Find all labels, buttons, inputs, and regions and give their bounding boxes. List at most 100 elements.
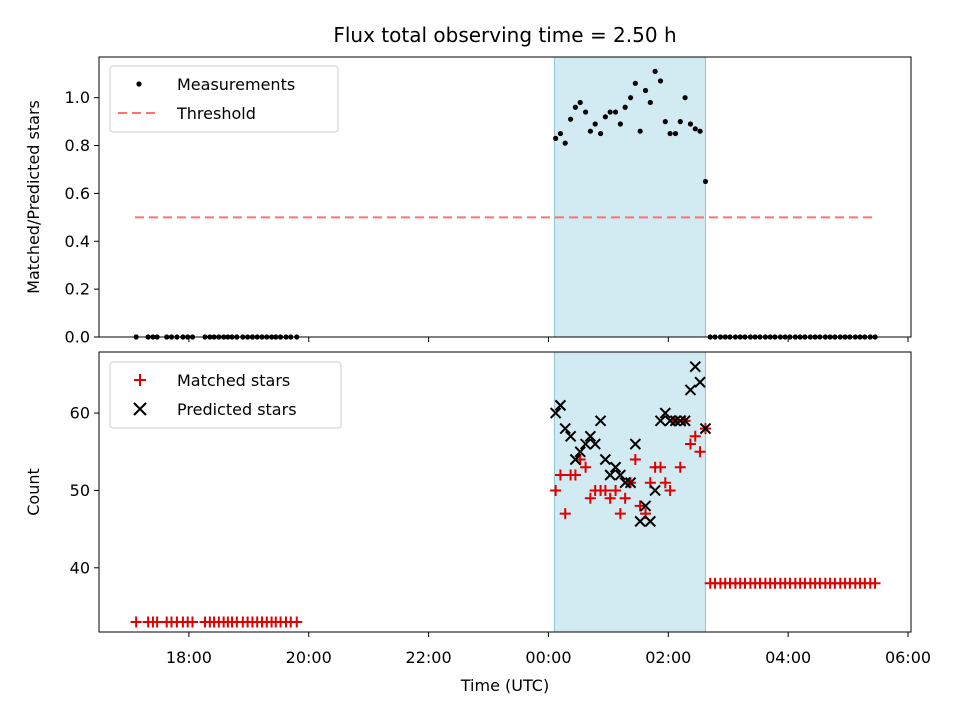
- matched-star-point: [614, 508, 626, 520]
- measurement-point: [577, 99, 583, 106]
- y-tick-label: 60: [70, 404, 90, 423]
- matched-star-point: [584, 492, 596, 504]
- measurement-point: [642, 87, 649, 94]
- matched-star-point: [580, 461, 592, 473]
- measurement-point: [687, 121, 694, 127]
- predicted-star-point: [569, 453, 582, 466]
- x-tick-label: 20:00: [286, 648, 332, 667]
- matched-star-point: [610, 484, 622, 496]
- x-tick-label: 22:00: [406, 648, 452, 667]
- predicted-star-point: [699, 422, 712, 435]
- predicted-star-point: [639, 500, 652, 512]
- bottom-plot-frame: [98, 351, 912, 633]
- matched-star-point: [694, 446, 706, 458]
- predicted-star-point: [559, 422, 571, 435]
- y-tick-label: 50: [70, 481, 90, 500]
- top-legend-frame: [109, 65, 339, 133]
- matched-star-point: [559, 508, 571, 520]
- measurement-point: [622, 104, 628, 110]
- top-y-ticks: 0.0 0.2 0.4 0.6 0.8 1.0: [65, 88, 99, 347]
- measurement-point: [702, 178, 709, 185]
- predicted-star-point: [624, 477, 637, 489]
- predicted-star-point: [629, 438, 642, 450]
- matched-star-point: [554, 469, 566, 481]
- predicted-star-point: [679, 415, 691, 427]
- predicted-star-point: [634, 515, 646, 528]
- matched-star-point: [599, 484, 611, 496]
- measurement-point: [553, 135, 559, 141]
- y-tick-label: 1.0: [65, 88, 90, 107]
- x-axis-label: Time (UTC): [460, 676, 549, 695]
- matched-star-point: [684, 438, 696, 450]
- measurement-point: [647, 99, 653, 106]
- observing-window-shade: [553, 351, 706, 633]
- matched-star-point: [550, 484, 562, 496]
- chart-title: Flux total observing time = 2.50 h: [333, 23, 676, 47]
- predicted-star-point: [689, 360, 701, 373]
- legend-matched-label: Matched stars: [177, 371, 290, 390]
- matched-star-point: [634, 500, 646, 512]
- x-tick-label: 18:00: [166, 648, 212, 667]
- predicted-star-point: [694, 376, 706, 388]
- x-tick-label: 02:00: [645, 648, 691, 667]
- legend-predicted-marker: [133, 402, 147, 416]
- predicted-star-point: [614, 469, 627, 481]
- x-tick-label: 06:00: [885, 648, 931, 667]
- measurement-point: [677, 119, 683, 125]
- measurement-point: [557, 130, 564, 137]
- predicted-star-point: [644, 515, 657, 528]
- predicted-star-point: [669, 415, 682, 427]
- x-tick-label: 04:00: [765, 648, 811, 667]
- predicted-star-point: [609, 461, 622, 473]
- top-x-ticks: [188, 337, 909, 342]
- matched-star-point: [569, 469, 581, 481]
- bottom-x-ticks: 18:00 20:00 22:00 00:00 02:00 04:00 06:00: [166, 632, 931, 667]
- legend-predicted-label: Predicted stars: [177, 400, 297, 419]
- measurement-point: [672, 130, 679, 137]
- predicted-star-point: [599, 453, 612, 466]
- matched-star-point: [604, 492, 616, 504]
- measurement-point: [568, 116, 574, 122]
- bottom-y-ticks: 40 50 60: [70, 404, 99, 577]
- predicted-star-point: [649, 484, 661, 497]
- measurement-point: [682, 95, 688, 101]
- legend-measurements-label: Measurements: [177, 75, 295, 94]
- predicted-star-point: [549, 407, 562, 419]
- legend-threshold-label: Threshold: [176, 104, 256, 123]
- measurement-point: [617, 121, 623, 127]
- matched-star-point: [689, 430, 701, 442]
- predicted-star-point: [654, 415, 667, 427]
- measurement-point: [652, 68, 658, 74]
- matched-star-point: [629, 454, 641, 466]
- y-tick-label: 0.4: [65, 232, 90, 251]
- matched-stars-points: [130, 415, 881, 628]
- matched-star-point: [869, 577, 881, 589]
- y-tick-label: 0.6: [65, 184, 90, 203]
- legend-measurements-marker: [136, 81, 142, 87]
- predicted-star-point: [584, 430, 597, 443]
- measurement-point: [697, 128, 703, 134]
- predicted-star-point: [684, 384, 697, 396]
- measurement-point: [583, 109, 589, 115]
- matched-star-point: [130, 616, 142, 628]
- measurement-point: [692, 126, 698, 132]
- measurement-point: [612, 109, 619, 115]
- matched-star-point: [674, 461, 686, 473]
- predicted-star-point: [594, 415, 607, 427]
- predicted-star-point: [579, 438, 592, 450]
- measurement-point: [657, 78, 664, 84]
- predicted-star-point: [674, 415, 686, 427]
- matched-star-point: [659, 477, 671, 489]
- top-plot-frame: [98, 56, 912, 338]
- legend-matched-marker: [134, 374, 146, 386]
- bottom-y-axis-label: Count: [24, 468, 43, 516]
- measurement-point: [587, 128, 593, 134]
- bottom-legend: Matched stars Predicted stars: [109, 361, 342, 429]
- predicted-star-point: [659, 407, 672, 419]
- matched-star-point: [186, 616, 198, 628]
- matched-star-point: [291, 616, 303, 628]
- measurement-point: [572, 104, 579, 110]
- top-y-axis-label: Matched/Predicted stars: [24, 100, 43, 294]
- predicted-star-point: [604, 469, 616, 481]
